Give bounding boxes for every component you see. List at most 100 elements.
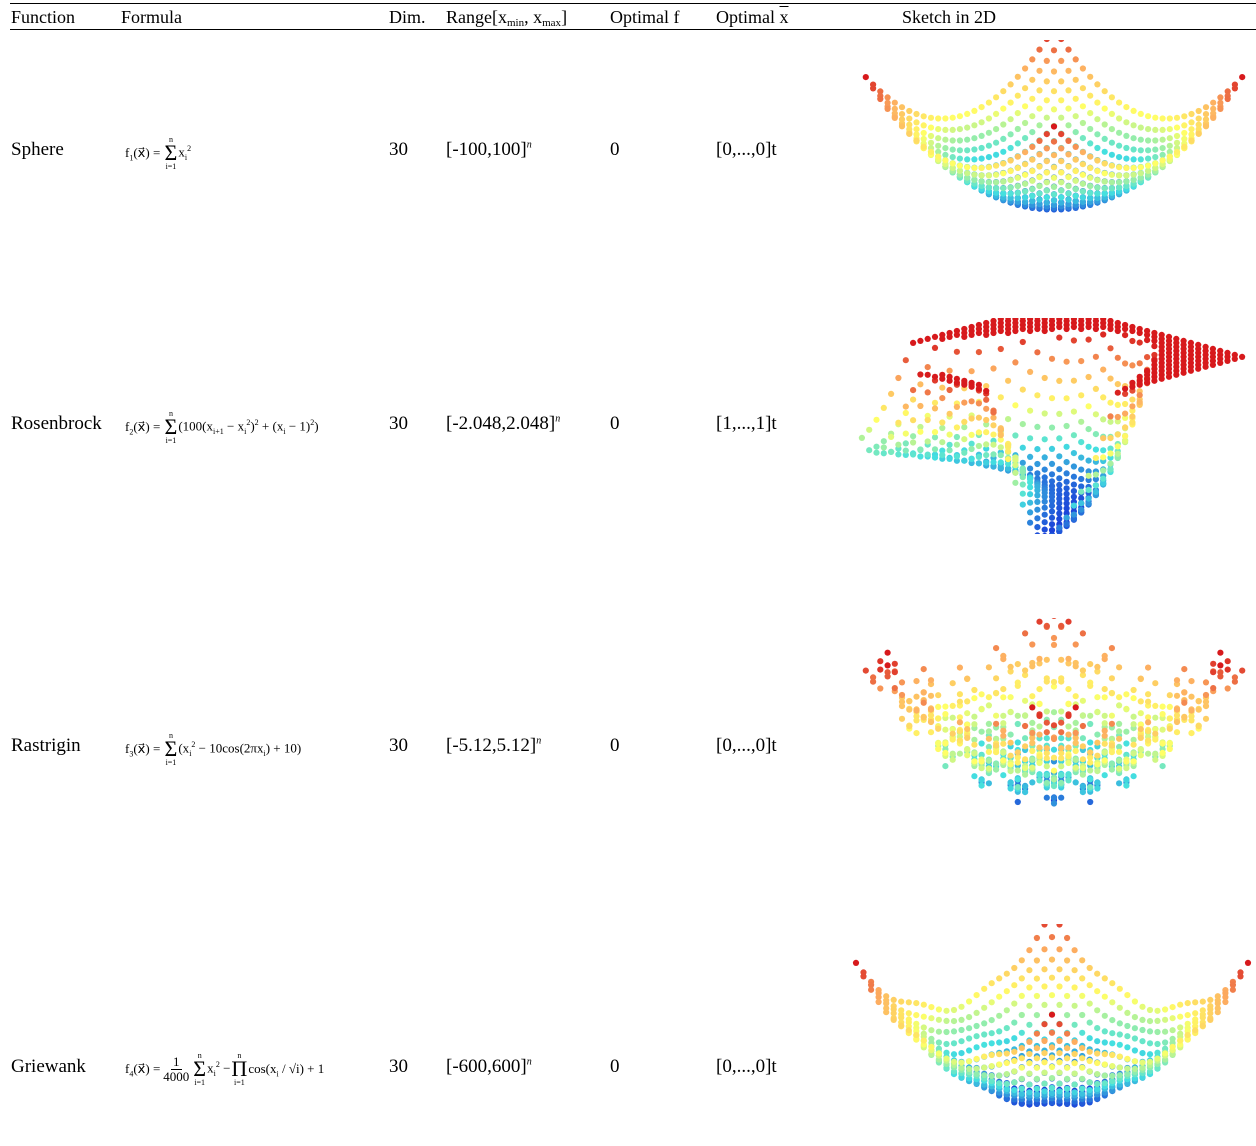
- table-row-rastrigin-opt-x: [0,...,0]t: [716, 735, 777, 756]
- surface-point: [1007, 157, 1014, 164]
- surface-point: [1050, 138, 1058, 145]
- surface-point: [1058, 145, 1065, 152]
- surface-point: [1092, 353, 1099, 360]
- surface-point: [1072, 663, 1079, 670]
- surface-point: [1029, 143, 1036, 150]
- surface-point: [1018, 992, 1025, 999]
- surface-point: [1199, 998, 1206, 1005]
- surface-point: [1005, 377, 1012, 384]
- surface-point: [1019, 481, 1026, 488]
- surface-point: [1217, 649, 1224, 656]
- surface-point: [996, 993, 1003, 1000]
- surface-point: [1092, 482, 1099, 489]
- surface-point: [1123, 119, 1130, 126]
- surface-point: [873, 443, 880, 450]
- surface-point: [1072, 95, 1079, 102]
- surface-point: [1034, 446, 1041, 453]
- surface-point: [1116, 728, 1123, 735]
- surface-point: [1056, 453, 1063, 460]
- surface-point: [1222, 994, 1229, 1001]
- surface-point: [975, 429, 982, 436]
- surface-point: [884, 94, 891, 101]
- surface-point: [1056, 983, 1063, 990]
- surface-point: [1029, 156, 1036, 163]
- surface-point: [1079, 119, 1086, 127]
- surface-point: [1041, 924, 1048, 928]
- surface-point: [928, 1043, 935, 1051]
- surface-point: [949, 154, 956, 161]
- surface-point: [1131, 1065, 1138, 1072]
- surface-point: [1036, 777, 1043, 784]
- surface-point: [906, 706, 913, 713]
- surface-point: [1065, 744, 1072, 751]
- surface-point: [961, 424, 968, 431]
- surface-point: [985, 748, 992, 755]
- surface-point: [906, 107, 913, 115]
- surface-point: [1107, 445, 1114, 452]
- table-row-rastrigin-opt-f: 0: [610, 735, 620, 756]
- surface-point: [1085, 457, 1092, 464]
- surface-point: [1239, 667, 1246, 674]
- surface-point: [858, 434, 865, 441]
- surface-point: [1137, 710, 1144, 717]
- surface-point: [1029, 198, 1036, 205]
- surface-point: [943, 1028, 950, 1036]
- surface-point: [913, 678, 920, 685]
- surface-point: [1108, 162, 1115, 169]
- table-row-rastrigin-dim: 30: [389, 735, 408, 756]
- surface-point: [1065, 686, 1072, 693]
- surface-point: [949, 726, 956, 733]
- surface-point: [1007, 144, 1014, 152]
- surface-point: [1173, 371, 1180, 378]
- surface-point: [1022, 712, 1029, 719]
- surface-point: [988, 1078, 995, 1085]
- surface-point: [935, 1050, 942, 1057]
- surface-point: [1152, 137, 1159, 144]
- surface-point: [942, 749, 949, 756]
- surface-point: [1071, 1050, 1078, 1058]
- surface-point: [958, 1050, 965, 1057]
- surface-point: [1123, 691, 1130, 698]
- surface-point: [910, 451, 917, 458]
- surface-point: [1123, 164, 1130, 172]
- surface-point: [1000, 88, 1007, 95]
- surface-point: [1034, 423, 1041, 430]
- surface-point: [1043, 187, 1050, 194]
- surface-point: [1229, 981, 1236, 989]
- surface-point: [920, 143, 927, 150]
- surface-point: [1180, 369, 1187, 376]
- surface-point: [1146, 1006, 1154, 1014]
- sketch-rosenbrock-surface: [858, 318, 1246, 534]
- surface-point: [1108, 766, 1115, 773]
- surface-point: [1065, 105, 1072, 112]
- surface-point: [1116, 985, 1123, 992]
- surface-point: [1063, 505, 1070, 512]
- table-row-rastrigin-range: [-5.12,5.12]n: [446, 735, 542, 756]
- surface-point: [949, 702, 956, 709]
- surface-point: [1064, 992, 1071, 1000]
- surface-point: [1050, 123, 1058, 130]
- surface-point: [1210, 114, 1217, 121]
- surface-point: [1041, 946, 1048, 953]
- surface-point: [1034, 349, 1041, 356]
- surface-point: [1094, 195, 1101, 202]
- sketch-rastrigin-surface: [862, 618, 1246, 846]
- surface-point: [1159, 703, 1166, 710]
- surface-point: [1101, 160, 1108, 167]
- surface-point: [1014, 776, 1021, 783]
- surface-point: [1100, 435, 1107, 442]
- surface-point: [1005, 465, 1012, 472]
- surface-point: [1145, 698, 1152, 705]
- surface-point: [946, 386, 953, 394]
- surface-point: [1108, 689, 1115, 697]
- surface-point: [958, 1026, 965, 1034]
- surface-point: [1050, 634, 1058, 642]
- surface-point: [985, 129, 992, 136]
- surface-point: [1079, 1029, 1086, 1036]
- surface-point: [946, 455, 953, 462]
- surface-point: [1086, 1019, 1093, 1026]
- surface-point: [968, 383, 975, 390]
- surface-point: [1079, 712, 1086, 719]
- surface-point: [1079, 722, 1086, 730]
